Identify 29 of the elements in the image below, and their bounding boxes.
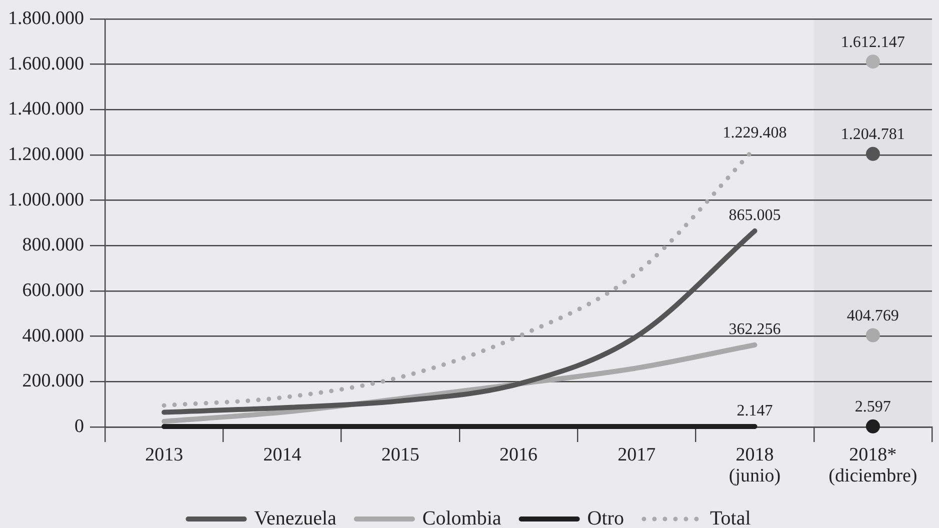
data-label: 1.229.408 — [722, 124, 787, 142]
data-label: 404.769 — [846, 307, 899, 324]
data-label: 865.005 — [728, 207, 781, 224]
data-label: 1.612.147 — [840, 34, 905, 51]
y-tick-label: 1.200.000 — [8, 144, 84, 165]
x-tick-label: 2017 — [618, 444, 656, 466]
legend-label: Venezuela — [254, 507, 337, 528]
x-tick-label: 2018* (diciembre) — [828, 444, 918, 486]
y-tick-label: 1.400.000 — [8, 98, 84, 120]
x-tick-label: 2014 — [263, 444, 302, 466]
data-label: 2.597 — [854, 398, 891, 416]
x-tick-label: 2015 — [381, 444, 420, 466]
data-label: 2.147 — [736, 402, 773, 420]
legend-label: Colombia — [422, 507, 502, 528]
y-tick-label: 1.800.000 — [8, 8, 84, 29]
x-tick-label: 2013 — [145, 444, 184, 466]
data-label: 362.256 — [728, 321, 781, 338]
y-tick-label: 1.000.000 — [8, 189, 84, 210]
y-tick-label: 0 — [74, 416, 84, 437]
y-tick-label: 200.000 — [22, 370, 84, 392]
x-tick-label: 2018 (junio) — [728, 444, 781, 486]
data-label: 1.204.781 — [840, 126, 905, 144]
y-tick-label: 1.600.000 — [8, 53, 84, 74]
x-tick-label: 2016 — [500, 444, 538, 466]
y-tick-label: 600.000 — [22, 280, 84, 301]
legend-label: Total — [710, 507, 752, 528]
legend-label: Otro — [587, 507, 624, 528]
y-tick-label: 800.000 — [22, 234, 84, 256]
y-tick-label: 400.000 — [22, 325, 84, 346]
